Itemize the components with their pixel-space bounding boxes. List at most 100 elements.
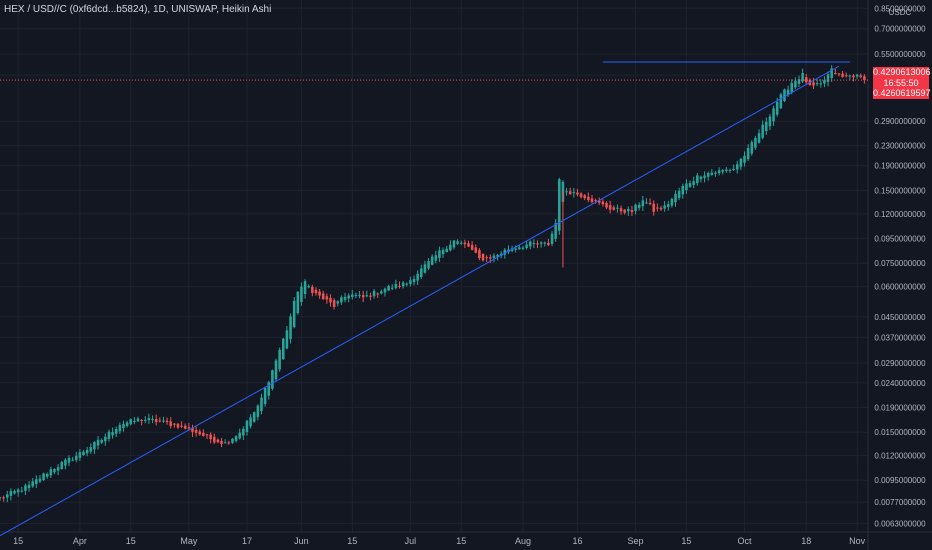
candle-body (449, 244, 452, 251)
candle-body (53, 469, 56, 473)
candle-body (459, 242, 463, 244)
candle-body (616, 207, 619, 209)
candle-body (231, 438, 234, 443)
price-tick-label: 0.0750000000 (874, 259, 926, 268)
time-tick-label: 18 (801, 536, 811, 546)
candle-body (60, 462, 64, 469)
candle-body (194, 429, 198, 433)
candle-body (296, 291, 300, 314)
candle-body (383, 288, 387, 293)
time-tick-label: Sep (628, 536, 644, 546)
candle-body (608, 205, 612, 210)
candle-body (369, 295, 372, 297)
candle-body (347, 295, 350, 299)
candle-body (151, 418, 154, 420)
candle-body (641, 200, 645, 207)
candle-body (554, 223, 557, 239)
price-tick-label: 0.0950000000 (874, 234, 926, 243)
candle-body (565, 191, 568, 193)
price-tick-label: 0.0077000000 (874, 498, 926, 507)
candle-body (659, 207, 663, 210)
candle-body (496, 254, 499, 257)
last-price-badge: 0.4290613006 (873, 67, 931, 78)
candle-body (71, 459, 74, 461)
candle-body (844, 75, 848, 77)
candle-body (13, 491, 16, 494)
candle-body (390, 287, 394, 289)
candle-body (754, 137, 757, 148)
candle-body (503, 249, 507, 255)
candle-body (209, 434, 212, 440)
candle-body (543, 242, 547, 244)
candle-body (717, 170, 721, 174)
candle-body (85, 449, 89, 454)
candle-body (0, 497, 2, 499)
candle-body (594, 200, 597, 202)
candle-body (9, 491, 13, 496)
price-tick-label: 0.0290000000 (874, 359, 926, 368)
candle-body (619, 208, 623, 212)
candle-body (220, 440, 223, 445)
time-tick-label: Oct (738, 536, 753, 546)
candle-body (372, 290, 376, 297)
time-tick-label: 17 (242, 536, 252, 546)
candle-body (176, 423, 180, 428)
candle-body (343, 296, 347, 300)
candle-body (213, 436, 216, 443)
candle-body (688, 183, 692, 187)
candle-body (848, 75, 852, 77)
candle-body (267, 382, 271, 396)
candle-body (191, 427, 194, 433)
candle-body (158, 420, 162, 422)
time-tick-label: 15 (681, 536, 691, 546)
candle-body (173, 423, 176, 425)
candle-body (198, 431, 202, 435)
candle-body (216, 439, 220, 443)
candle-body (583, 195, 586, 199)
price-tick-label: 0.5500000000 (874, 50, 926, 59)
second-price-badge: 0.4260619597 (873, 88, 931, 99)
price-tick-label: 0.2300000000 (874, 142, 926, 151)
candle-body (427, 261, 430, 269)
candle-body (587, 196, 590, 201)
candle-body (714, 172, 717, 174)
candle-body (107, 431, 111, 440)
candle-body (67, 457, 71, 463)
candle-body (539, 242, 543, 244)
candle-body (492, 255, 496, 258)
candle-body (558, 179, 561, 231)
candle-body (572, 192, 576, 194)
candle-body (677, 190, 681, 198)
candle-body (489, 257, 492, 259)
candle-body (180, 425, 183, 427)
candle-body (238, 432, 241, 439)
candle-body (133, 420, 136, 422)
candle-body (147, 418, 151, 421)
candle-body (605, 202, 608, 208)
candle-body (670, 198, 674, 206)
candle-body (739, 158, 743, 167)
candle-body (187, 427, 191, 429)
candle-body (289, 316, 292, 339)
candle-body (64, 459, 67, 466)
candle-body (2, 497, 5, 499)
candle-body (441, 249, 445, 255)
time-tick-label: 15 (347, 536, 357, 546)
candle-body (354, 294, 358, 296)
candle-body (859, 75, 863, 78)
price-tick-label: 0.0063000000 (874, 519, 926, 528)
candle-body (420, 268, 423, 278)
time-tick-label: 16 (572, 536, 582, 546)
candle-body (154, 419, 158, 423)
candle-body (710, 172, 714, 175)
candle-body (634, 204, 637, 212)
candle-body (521, 247, 525, 249)
ascending-trendline (0, 65, 840, 537)
price-axis-unit: USDC (889, 8, 912, 17)
candle-body (351, 294, 354, 297)
candle-body (510, 248, 514, 251)
candle-body (841, 73, 844, 77)
candle-body (576, 192, 579, 195)
